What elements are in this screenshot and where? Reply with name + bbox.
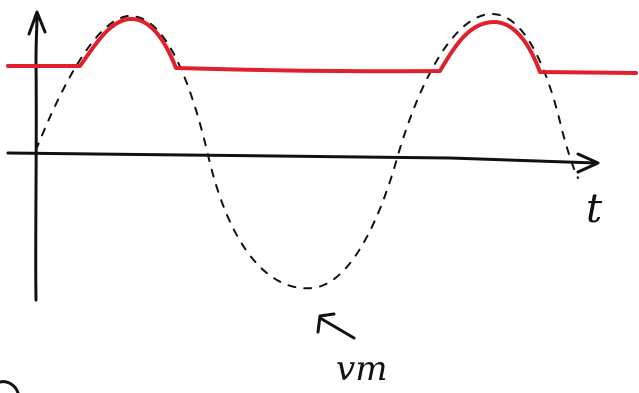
vertical-axis-arrowhead — [27, 10, 47, 36]
clipped-output-waveform — [6, 16, 638, 75]
edge-stroke-fragment — [0, 380, 20, 393]
hand-drawn-arrow-icon — [316, 312, 356, 340]
vertical-axis-line — [34, 16, 39, 302]
signal-label: vm — [336, 349, 387, 389]
time-axis-arrowhead — [576, 152, 600, 174]
time-axis-line — [6, 151, 598, 165]
vertical-axis — [27, 10, 47, 302]
input-sine-wave — [35, 12, 579, 290]
time-axis-label: t — [586, 186, 603, 232]
time-axis: t — [6, 151, 603, 232]
